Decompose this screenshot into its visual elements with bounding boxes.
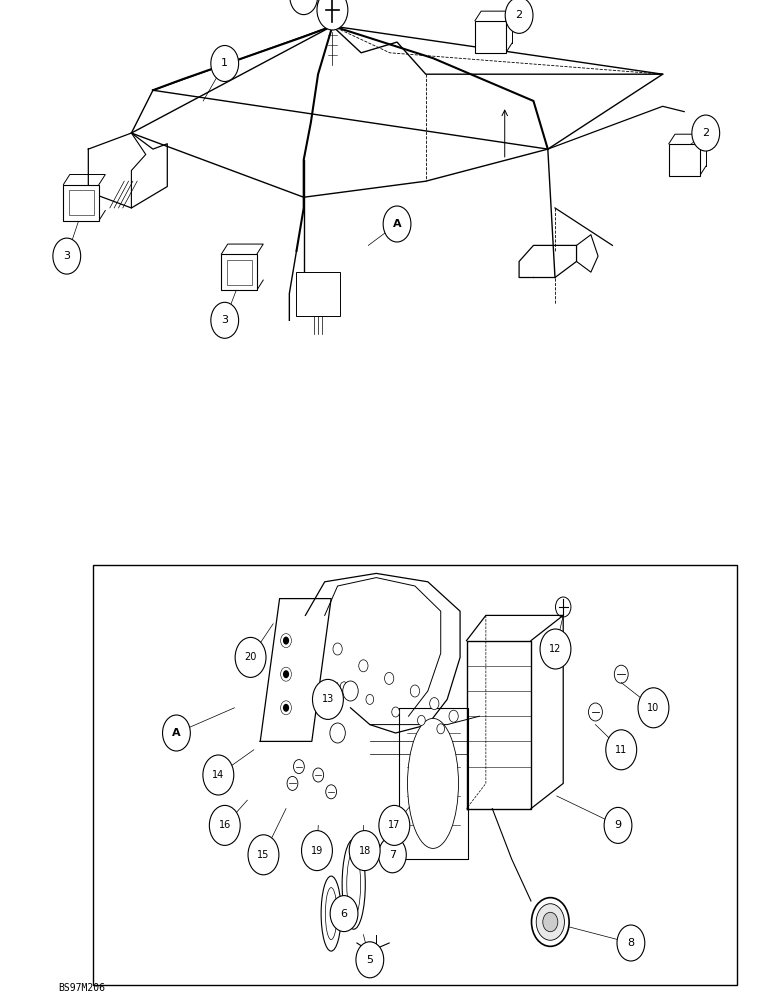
Text: 12: 12 bbox=[550, 644, 562, 654]
Circle shape bbox=[343, 681, 358, 701]
Circle shape bbox=[211, 45, 239, 81]
Circle shape bbox=[366, 694, 374, 704]
Circle shape bbox=[326, 785, 337, 799]
Circle shape bbox=[356, 942, 384, 978]
Circle shape bbox=[606, 730, 637, 770]
Circle shape bbox=[209, 805, 240, 845]
Text: 15: 15 bbox=[257, 850, 269, 860]
Circle shape bbox=[359, 660, 368, 672]
Circle shape bbox=[317, 0, 348, 30]
Circle shape bbox=[293, 760, 304, 774]
Circle shape bbox=[302, 831, 333, 871]
Circle shape bbox=[449, 710, 459, 722]
Circle shape bbox=[340, 682, 348, 692]
Circle shape bbox=[430, 698, 439, 710]
Text: 16: 16 bbox=[218, 820, 231, 830]
Circle shape bbox=[283, 704, 290, 712]
Circle shape bbox=[505, 0, 533, 33]
Bar bbox=[93, 565, 737, 985]
Circle shape bbox=[604, 807, 632, 843]
Text: 20: 20 bbox=[245, 652, 257, 662]
Ellipse shape bbox=[325, 888, 337, 940]
Circle shape bbox=[313, 768, 323, 782]
Circle shape bbox=[235, 637, 266, 677]
Circle shape bbox=[383, 206, 411, 242]
Circle shape bbox=[287, 776, 298, 790]
Text: 6: 6 bbox=[340, 909, 347, 919]
Circle shape bbox=[384, 672, 394, 684]
Circle shape bbox=[333, 643, 342, 655]
Text: 17: 17 bbox=[388, 820, 401, 830]
Bar bbox=[669, 144, 699, 176]
Text: 13: 13 bbox=[322, 694, 334, 704]
Text: 1: 1 bbox=[222, 58, 229, 68]
Bar bbox=[69, 190, 93, 215]
Circle shape bbox=[211, 302, 239, 338]
Text: BS97M206: BS97M206 bbox=[58, 983, 105, 993]
Text: 11: 11 bbox=[615, 745, 628, 755]
Text: 2: 2 bbox=[516, 10, 523, 20]
Circle shape bbox=[349, 831, 380, 871]
Circle shape bbox=[437, 724, 445, 734]
Bar bbox=[63, 185, 99, 221]
Text: 8: 8 bbox=[628, 938, 635, 948]
Circle shape bbox=[378, 837, 406, 873]
Circle shape bbox=[617, 925, 645, 961]
Circle shape bbox=[283, 670, 290, 678]
Text: 7: 7 bbox=[389, 850, 396, 860]
Circle shape bbox=[330, 896, 358, 932]
Circle shape bbox=[290, 0, 317, 15]
Bar bbox=[475, 21, 506, 53]
Bar bbox=[227, 260, 252, 285]
Circle shape bbox=[531, 898, 569, 946]
Text: 2: 2 bbox=[703, 128, 709, 138]
Circle shape bbox=[283, 637, 290, 645]
Text: 5: 5 bbox=[367, 955, 374, 965]
Text: 3: 3 bbox=[222, 315, 229, 325]
Circle shape bbox=[379, 805, 410, 845]
Circle shape bbox=[537, 904, 564, 940]
Circle shape bbox=[638, 688, 669, 728]
Text: 10: 10 bbox=[648, 703, 659, 713]
Text: A: A bbox=[393, 219, 401, 229]
Text: 19: 19 bbox=[311, 846, 323, 856]
Circle shape bbox=[540, 629, 571, 669]
Circle shape bbox=[411, 685, 420, 697]
Ellipse shape bbox=[342, 839, 365, 929]
Ellipse shape bbox=[321, 876, 341, 951]
Text: 4: 4 bbox=[300, 0, 307, 2]
Text: 9: 9 bbox=[615, 820, 621, 830]
Ellipse shape bbox=[347, 852, 361, 917]
Circle shape bbox=[203, 755, 234, 795]
Circle shape bbox=[418, 715, 425, 725]
Text: 3: 3 bbox=[63, 251, 70, 261]
Bar bbox=[222, 254, 257, 290]
Circle shape bbox=[692, 115, 720, 151]
Circle shape bbox=[330, 723, 345, 743]
Text: 18: 18 bbox=[358, 846, 371, 856]
Text: A: A bbox=[172, 728, 181, 738]
Circle shape bbox=[248, 835, 279, 875]
Circle shape bbox=[313, 679, 344, 719]
Ellipse shape bbox=[408, 718, 459, 848]
Circle shape bbox=[391, 707, 399, 717]
Circle shape bbox=[543, 912, 558, 932]
Bar bbox=[296, 272, 340, 316]
Circle shape bbox=[163, 715, 191, 751]
Text: 14: 14 bbox=[212, 770, 225, 780]
Circle shape bbox=[52, 238, 81, 274]
